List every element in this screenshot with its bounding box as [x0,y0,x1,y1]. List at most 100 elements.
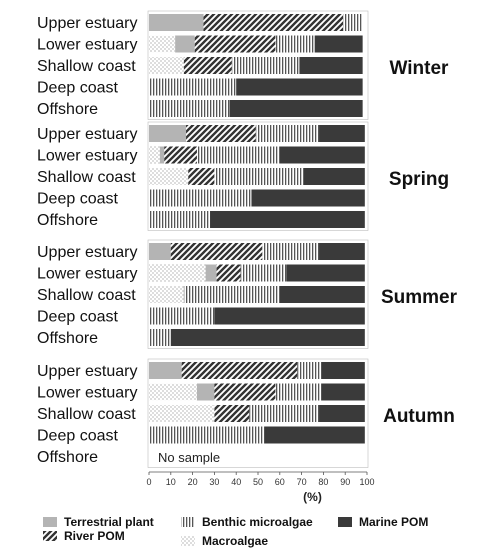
bar-segment-marine [236,78,363,96]
bar-segment-marine [321,383,365,401]
bar-segment-marine [210,211,365,228]
category-label-lower-estuary: Lower estuary [37,148,138,165]
bar-segment-macroalgae [149,264,206,282]
category-label-upper-estuary: Upper estuary [37,126,138,143]
bar-segment-macroalgae [149,168,189,185]
panel-summer: Upper estuary Lower estuary Shallow coast D… [37,239,458,349]
x-tick-label: 60 [275,477,285,487]
category-label-deep-coast: Deep coast [37,191,118,208]
bar-segment-benthic [149,329,171,346]
bar-segment-river [203,14,344,31]
category-label-shallow-coast: Shallow coast [37,58,136,75]
bar-segment-benthic [149,78,237,96]
category-label-offshore: Offshore [37,449,98,466]
category-label-shallow-coast: Shallow coast [37,406,136,423]
bar-segment-marine [279,286,365,303]
legend-label-river: River POM [64,529,125,543]
panel-winter: Upper estuary Lower estuary Shallow coast D… [37,10,450,120]
legend-item-benthic: Benthic microalgae [181,515,313,529]
category-label-offshore: Offshore [37,330,98,347]
category-label-shallow-coast: Shallow coast [37,169,136,186]
bar-segment-benthic [149,189,252,207]
season-label-spring: Spring [389,169,449,190]
category-label-deep-coast: Deep coast [37,80,118,97]
bar-segment-terrestrial [196,383,215,401]
bar-segment-marine [229,100,363,117]
bar-segment-benthic [249,405,320,422]
bar-segment-marine [321,362,365,379]
bar-segment-macroalgae [149,383,197,401]
bar-segment-river [170,243,263,260]
panel-autumn: Upper estuary Lower estuary Shallow coast D… [37,358,455,468]
bar-segment-marine [314,35,363,53]
panel-frame [147,239,369,349]
legend-swatch-marine [338,517,352,527]
x-tick-label: 100 [359,477,374,487]
bar-segment-benthic [255,125,320,142]
bar-segment-terrestrial [159,146,165,164]
legend-label-macroalgae: Macroalgae [202,534,268,548]
panel-frame [147,358,369,468]
panel-frame [147,10,369,120]
season-label-winter: Winter [390,58,450,79]
bar-segment-macroalgae [149,405,215,422]
x-axis: 0 10 20 30 40 50 60 70 80 90 100 (%) [146,471,375,504]
category-label-deep-coast: Deep coast [37,309,118,326]
bar-segment-marine [170,329,365,346]
legend-swatch-benthic [181,517,195,527]
bar-segment-terrestrial [149,362,182,379]
bar-segment-marine [251,189,365,207]
x-tick-label: 40 [231,477,241,487]
bar-segment-benthic [196,146,280,164]
category-label-offshore: Offshore [37,101,98,118]
legend-item-marine: Marine POM [338,515,428,529]
bar-segment-terrestrial [149,125,187,142]
category-label-upper-estuary: Upper estuary [37,363,138,380]
bar-segment-benthic [275,383,322,401]
x-tick-label: 10 [166,477,176,487]
legend-label-terrestrial: Terrestrial plant [64,515,154,529]
category-label-lower-estuary: Lower estuary [37,266,138,283]
chart-panels: Upper estuary Lower estuary Shallow coast D… [37,10,458,468]
bar-segment-benthic [149,307,215,325]
season-label-summer: Summer [381,287,458,308]
legend-item-river: River POM [43,529,125,543]
x-tick-label: 80 [318,477,328,487]
category-label-lower-estuary: Lower estuary [37,37,138,54]
bar-segment-macroalgae [149,57,184,74]
bar-segment-benthic [214,168,304,185]
panel-spring: Upper estuary Lower estuary Shallow coast D… [37,121,449,231]
legend-item-terrestrial: Terrestrial plant [43,515,154,529]
category-label-offshore: Offshore [37,212,98,229]
bar-segment-benthic [149,211,211,228]
x-tick-label: 50 [253,477,263,487]
bar-segment-marine [303,168,365,185]
bar-segment-river [181,362,298,379]
bar-segment-river [183,57,232,74]
bar-segment-marine [264,426,365,444]
bar-segment-benthic [240,264,287,282]
bar-segment-marine [214,307,365,325]
bar-segment-benthic [231,57,300,74]
bar-segment-river [164,146,197,164]
bar-segment-marine [319,405,365,422]
bar-segment-terrestrial [205,264,217,282]
legend-swatch-terrestrial [43,517,57,527]
bar-segment-river [188,168,215,185]
bar-segment-river [186,125,256,142]
panel-frame [147,121,369,231]
bar-segment-macroalgae [149,35,176,53]
x-tick-label: 0 [146,477,151,487]
bar-segment-terrestrial [149,243,171,260]
bar-segment-river [214,405,250,422]
bar-segment-marine [319,243,365,260]
season-label-autumn: Autumn [383,406,455,427]
bar-segment-benthic [343,14,363,31]
bar-segment-river [214,383,276,401]
bar-segment-marine [319,125,365,142]
category-label-upper-estuary: Upper estuary [37,244,138,261]
bar-segment-marine [299,57,363,74]
x-tick-label: 30 [209,477,219,487]
